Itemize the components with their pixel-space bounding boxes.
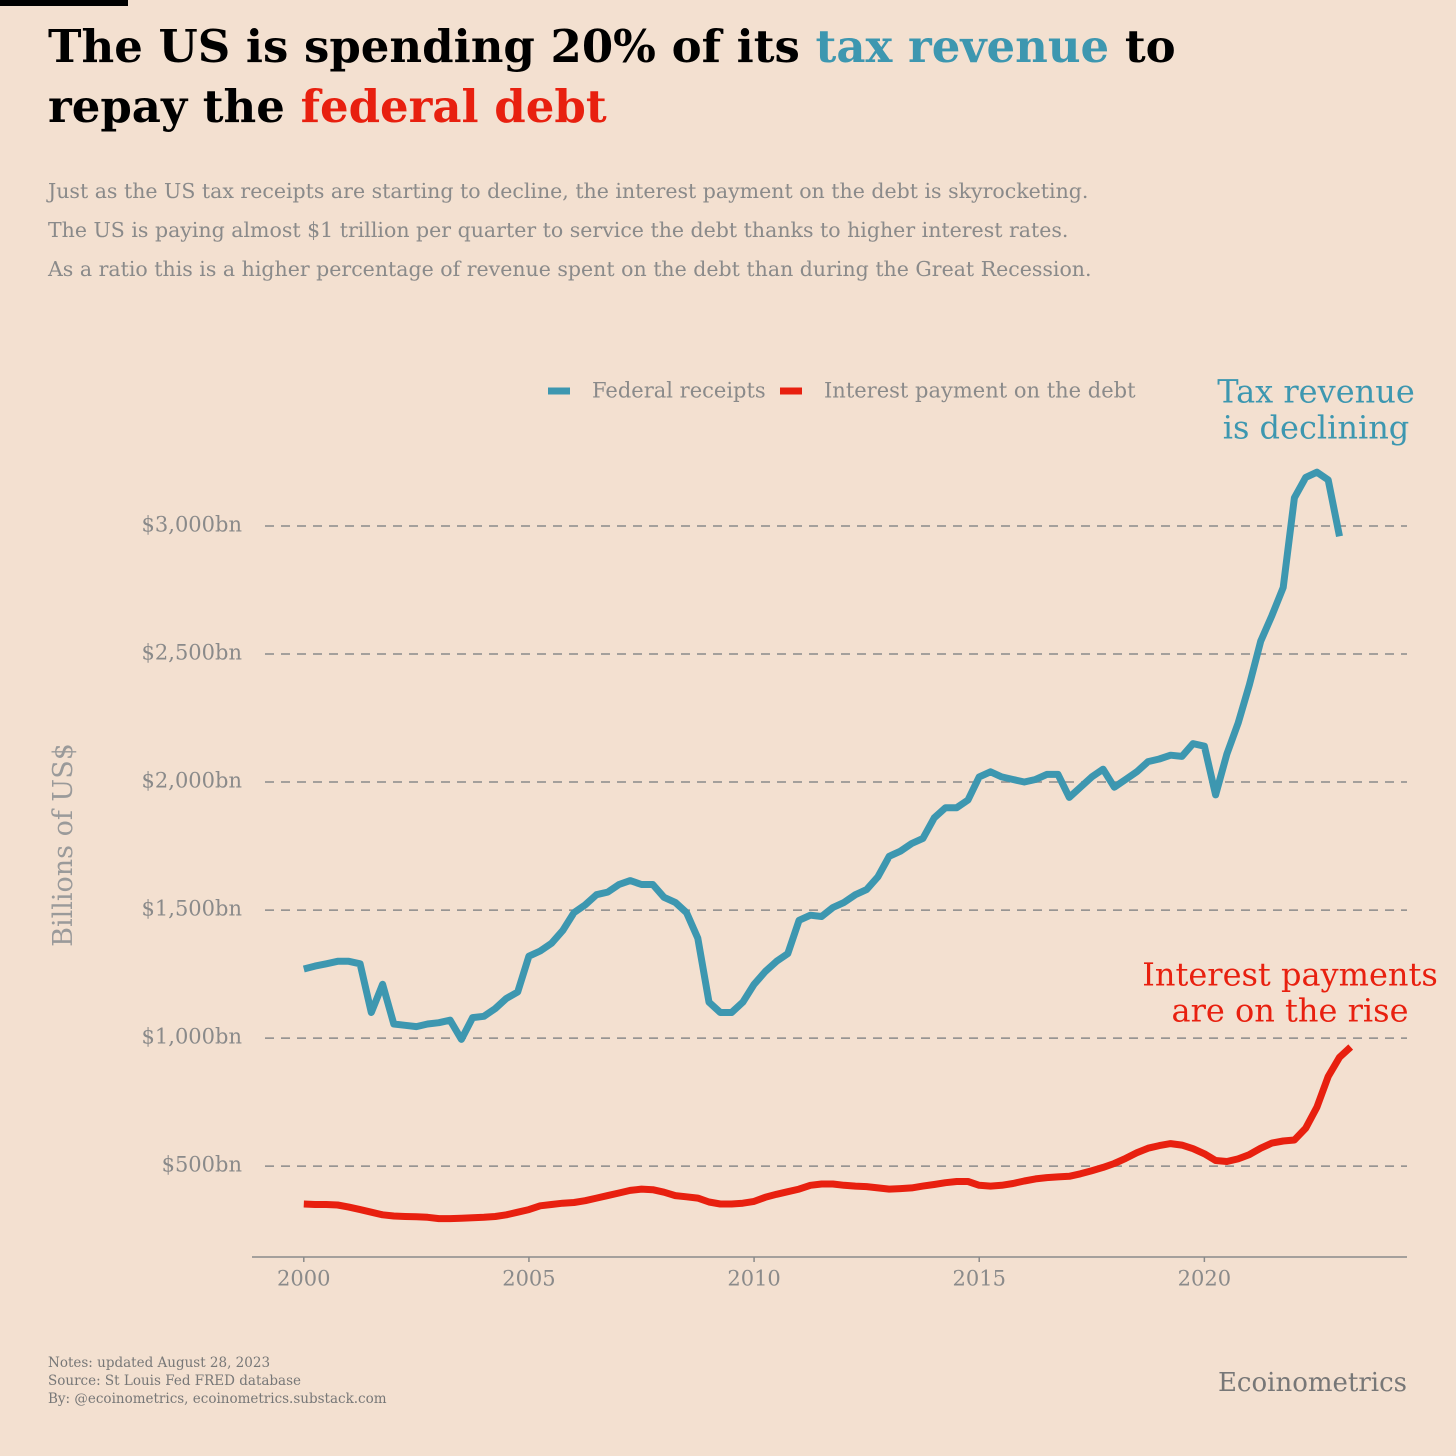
annotation: Tax revenue [1217,373,1415,411]
chart-title: repay the federal debt [48,80,607,133]
chart-title: The US is spending 20% of its tax revenu… [48,20,1176,73]
legend-label: Federal receipts [592,379,766,403]
title-part: to [1125,20,1176,73]
annotation: Interest payments [1142,956,1438,994]
legend-label: Interest payment on the debt [824,379,1136,403]
title-part: tax revenue [816,20,1110,73]
x-tick-label: 2020 [1178,1267,1231,1291]
x-tick-label: 2015 [952,1267,1005,1291]
data-line [303,1044,1354,1223]
brand: Ecoinometrics [1218,1368,1407,1398]
note: Source: St Louis Fed FRED database [48,1373,301,1389]
note: Notes: updated August 28, 2023 [48,1355,270,1371]
x-tick-label: 2010 [727,1267,780,1291]
y-tick-label: $1,000bn [142,1025,242,1049]
x-tick-label: 2005 [502,1267,555,1291]
x-tick-label: 2000 [277,1267,330,1291]
y-tick-label: $2,500bn [142,641,242,665]
y-tick-label: $3,000bn [142,513,242,537]
top-bar [0,0,128,6]
y-axis-label: Billions of US$ [48,743,79,947]
y-tick-label: $1,500bn [142,897,242,921]
title-part: repay the [48,80,285,133]
annotation: are on the rise [1172,992,1409,1030]
title-part: federal debt [301,80,607,133]
subtitle: Just as the US tax receipts are starting… [46,179,1088,203]
annotation: is declining [1223,409,1410,447]
y-tick-label: $2,000bn [142,769,242,793]
note: By: @ecoinometrics, ecoinometrics.substa… [48,1391,387,1407]
title-part: The US is spending 20% of its [48,20,800,73]
data-line [302,468,1343,1043]
y-tick-label: $500bn [162,1153,242,1177]
subtitle: The US is paying almost $1 trillion per … [48,218,1068,242]
subtitle: As a ratio this is a higher percentage o… [47,257,1092,281]
